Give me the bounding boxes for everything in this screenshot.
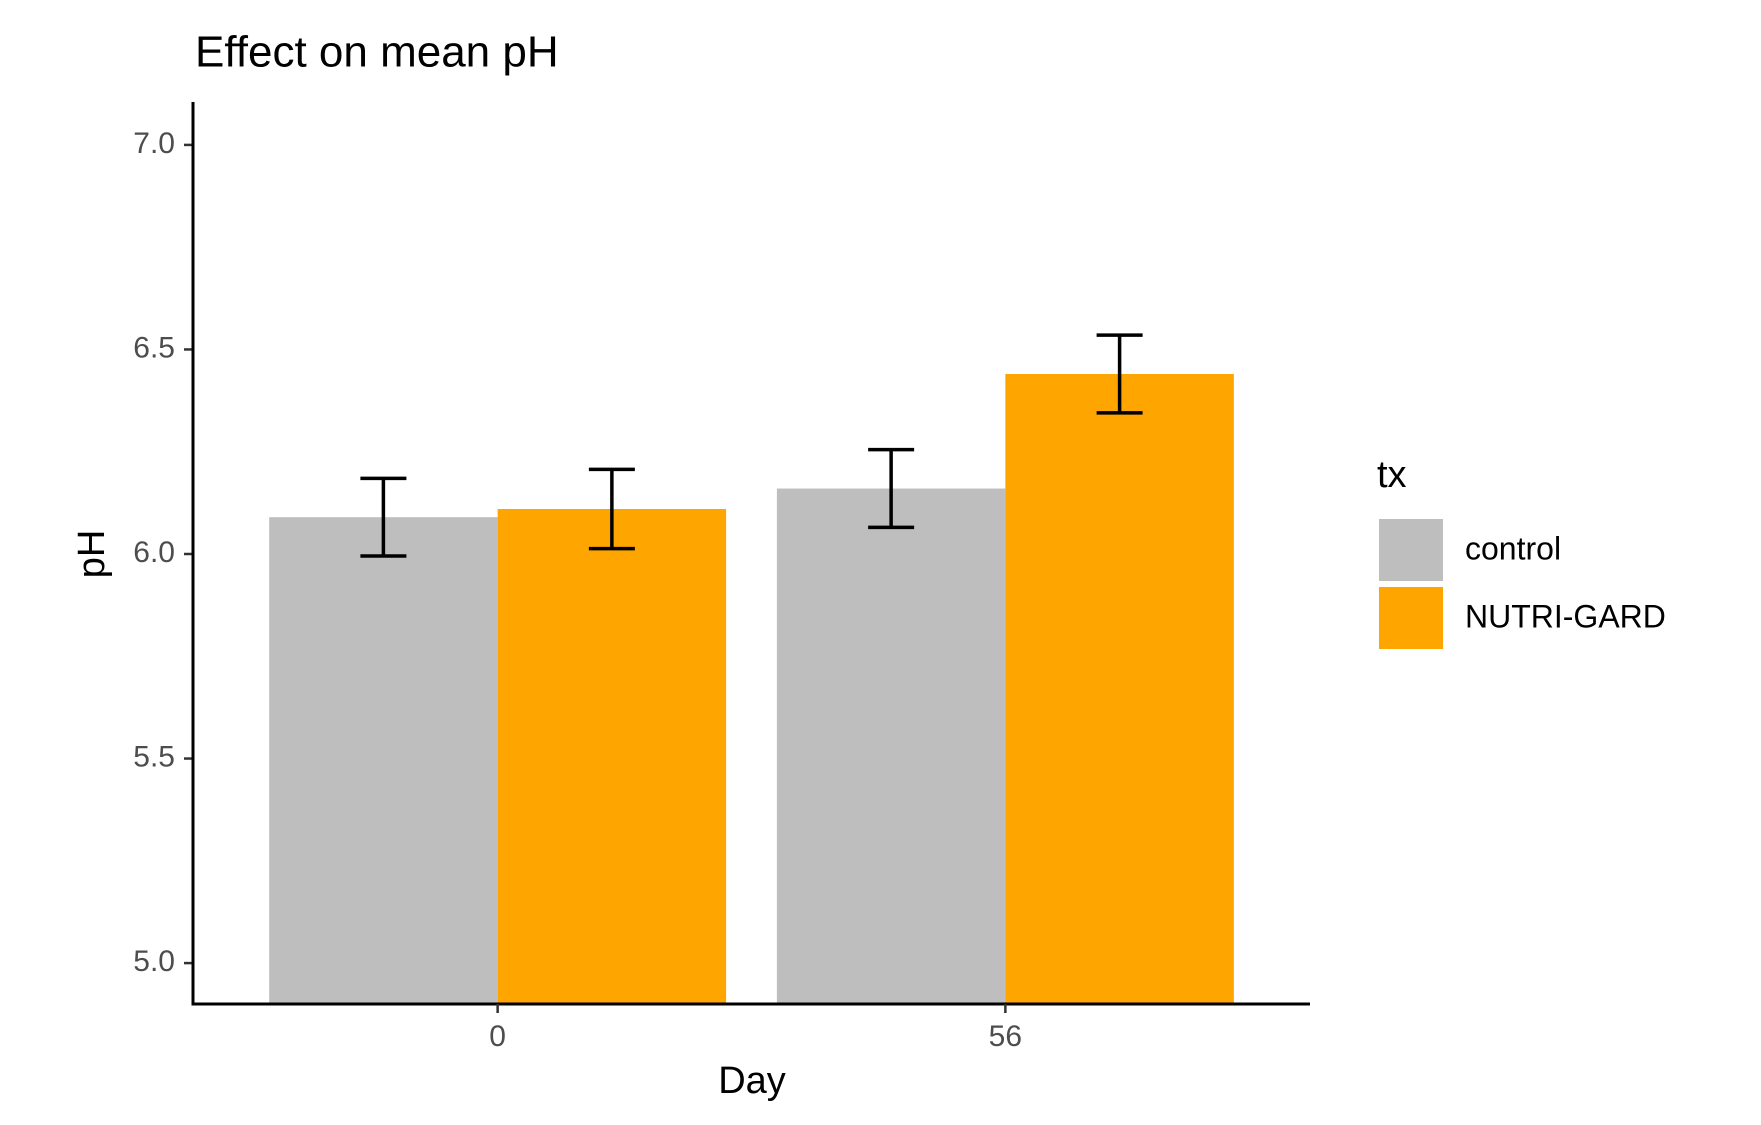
error-bar <box>868 447 915 530</box>
y-tick-label: 5.0 <box>133 945 175 978</box>
y-tick-label: 6.0 <box>133 536 175 569</box>
bar <box>776 488 1006 1005</box>
error-bar <box>1096 333 1143 415</box>
legend-key <box>1379 519 1443 581</box>
bar <box>269 517 498 1004</box>
x-tick-label: 0 <box>489 1020 506 1053</box>
legend-key <box>1379 587 1443 649</box>
bar <box>1005 374 1234 1004</box>
legend-label: NUTRI-GARD <box>1465 598 1666 634</box>
error-bar <box>588 467 635 551</box>
y-axis-title: pH <box>71 530 113 579</box>
y-tick-label: 6.5 <box>133 331 175 364</box>
x-axis-title: Day <box>718 1060 786 1102</box>
x-tick-label: 56 <box>989 1020 1022 1053</box>
legend-title: tx <box>1377 454 1407 496</box>
chart-title: Effect on mean pH <box>195 28 559 77</box>
legend-label: control <box>1465 530 1561 566</box>
y-tick-label: 5.5 <box>133 740 175 773</box>
error-bar <box>360 476 407 558</box>
y-tick-label: 7.0 <box>133 127 175 160</box>
bar <box>497 509 727 1004</box>
